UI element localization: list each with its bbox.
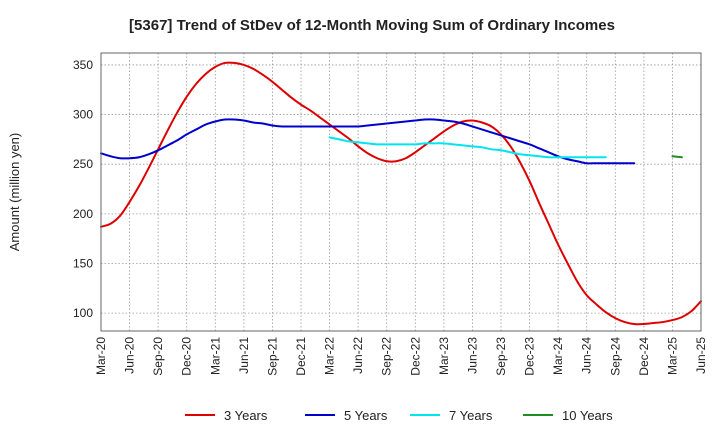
x-tick-label: Dec-21	[294, 337, 308, 376]
x-tick-label: Sep-21	[265, 337, 279, 376]
y-tick-label: 300	[73, 108, 93, 122]
y-tick-label: 250	[73, 157, 93, 171]
x-tick-label: Jun-21	[237, 337, 251, 374]
x-tick-label: Dec-22	[408, 337, 422, 376]
legend-label-5-years: 5 Years	[344, 408, 388, 423]
x-tick-label: Mar-22	[323, 337, 337, 375]
x-tick-label: Jun-22	[351, 337, 365, 374]
legend-label-3-years: 3 Years	[224, 408, 268, 423]
series-lines	[100, 61, 702, 326]
legend-label-7-years: 7 Years	[449, 408, 493, 423]
y-tick-label: 200	[73, 207, 93, 221]
x-tick-labels: Mar-20 Jun-20 Sep-20 Dec-20 Mar-21 Jun-21 Sep-…	[94, 337, 708, 376]
y-tick-label: 150	[73, 256, 93, 270]
x-tick-label: Mar-20	[94, 337, 108, 375]
x-tick-label: Dec-20	[180, 337, 194, 376]
x-tick-label: Sep-22	[380, 337, 394, 376]
series-line-5-years	[100, 118, 636, 165]
series-line-3-years	[100, 61, 702, 326]
chart-title: [5367] Trend of StDev of 12-Month Moving…	[129, 17, 615, 34]
series-line-10-years	[671, 155, 683, 159]
x-tick-label: Mar-24	[551, 337, 565, 375]
x-tick-label: Sep-23	[494, 337, 508, 376]
x-tick-label: Jun-23	[465, 337, 479, 374]
x-tick-label: Jun-24	[580, 337, 594, 374]
x-tick-label: Dec-23	[523, 337, 537, 376]
x-tick-label: Jun-25	[694, 337, 708, 374]
y-tick-label: 100	[73, 306, 93, 320]
plot-area-frame	[100, 52, 702, 332]
x-tick-label: Mar-25	[665, 337, 679, 375]
y-tick-labels: 100 150 200 250 300 350	[73, 58, 93, 320]
x-tick-label: Jun-20	[123, 337, 137, 374]
x-tick-label: Mar-23	[437, 337, 451, 375]
legend: 3 Years 5 Years 7 Years 10 Years	[185, 408, 613, 423]
x-tick-label: Dec-24	[637, 337, 651, 376]
y-tick-label: 350	[73, 58, 93, 72]
grid	[100, 53, 702, 331]
series-line-7-years	[328, 136, 607, 159]
x-tick-label: Mar-21	[208, 337, 222, 375]
legend-label-10-years: 10 Years	[562, 408, 613, 423]
x-tick-label: Sep-20	[151, 337, 165, 376]
x-tick-label: Sep-24	[608, 337, 622, 376]
y-axis-label: Amount (million yen)	[7, 133, 22, 252]
